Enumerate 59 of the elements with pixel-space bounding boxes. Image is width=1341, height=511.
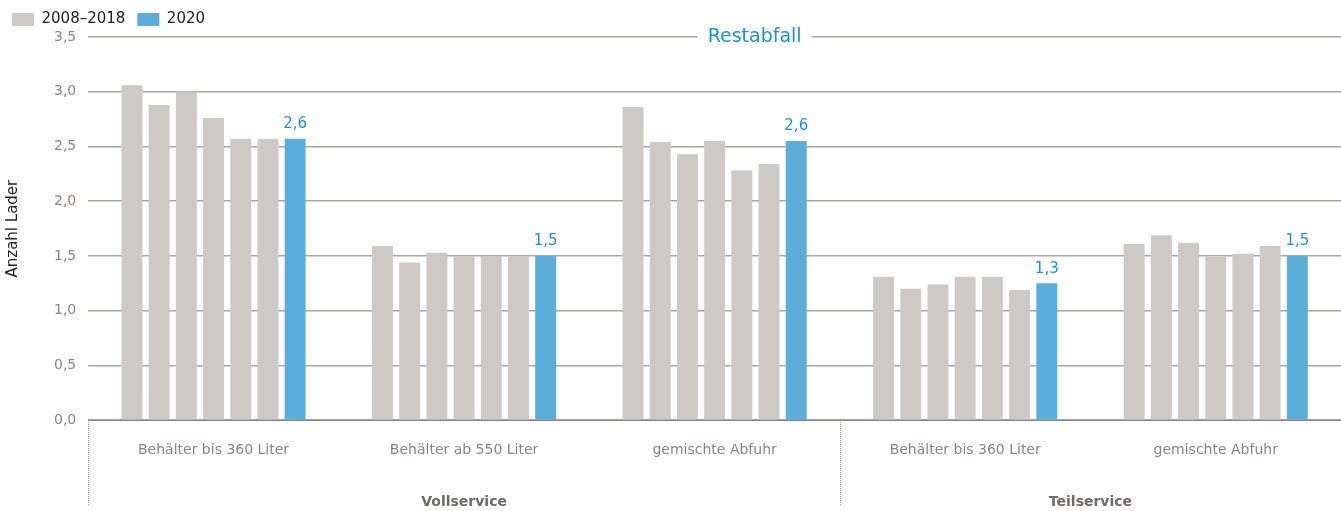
bar	[148, 104, 170, 420]
bar	[954, 276, 976, 420]
bar	[399, 262, 421, 420]
bar	[426, 252, 448, 420]
y-tick-label: 2,5	[54, 137, 77, 154]
y-tick-label: 3,5	[54, 27, 77, 44]
bar	[1232, 253, 1254, 420]
y-tick-label: 0,5	[54, 356, 77, 373]
bar	[1259, 246, 1281, 420]
bar	[1178, 242, 1199, 420]
bar	[372, 246, 393, 420]
x-tick-label: Behälter bis 360 Liter	[137, 441, 290, 458]
y-tick-label: 1,5	[54, 246, 77, 263]
bar	[257, 138, 279, 420]
legend-label: 2020	[166, 9, 206, 28]
text: Teilservice	[1048, 492, 1133, 509]
x-tick-label: Behälter ab 550 Liter	[389, 441, 539, 458]
bar	[480, 255, 502, 420]
y-axis-title: Anzahl Lader	[2, 178, 21, 278]
chart-title: Restabfall	[707, 23, 802, 46]
y-tick-label: 2,0	[54, 191, 77, 208]
bar	[873, 276, 895, 420]
bar	[508, 255, 529, 420]
bar	[649, 142, 671, 420]
bar	[203, 118, 225, 420]
bar	[981, 276, 1003, 420]
data-label: 1,5	[533, 231, 558, 250]
bar	[704, 141, 726, 420]
bar	[1286, 255, 1308, 420]
bar	[175, 91, 197, 420]
bar	[785, 141, 807, 420]
bar	[230, 138, 252, 420]
bar	[676, 154, 698, 420]
bar	[284, 138, 306, 420]
bar	[731, 170, 753, 420]
bar	[535, 255, 557, 420]
y-tick-label: 3,0	[54, 82, 77, 99]
data-label: 2,6	[784, 116, 809, 135]
data-label: 2,6	[283, 114, 308, 133]
bar	[121, 85, 143, 420]
bar	[758, 164, 780, 420]
x-tick-label: gemischte Abfuhr	[652, 441, 778, 458]
x-tick-label: gemischte Abfuhr	[1153, 441, 1279, 458]
y-tick-label: 1,0	[54, 301, 77, 318]
data-label: 1,3	[1034, 258, 1059, 277]
bar	[1123, 243, 1145, 420]
bar	[1205, 257, 1227, 420]
bar	[453, 255, 475, 420]
text: Vollservice	[421, 492, 507, 509]
x-tick-label: Behälter bis 360 Liter	[889, 441, 1041, 458]
legend-label: 2008–2018	[41, 9, 126, 28]
bar	[1036, 283, 1058, 420]
bar	[622, 107, 644, 420]
bar	[900, 288, 922, 420]
data-label: 1,5	[1285, 231, 1310, 250]
bar	[1009, 289, 1031, 420]
bar	[1150, 235, 1172, 420]
bar	[927, 284, 949, 420]
y-tick-label: 0,0	[54, 410, 77, 427]
